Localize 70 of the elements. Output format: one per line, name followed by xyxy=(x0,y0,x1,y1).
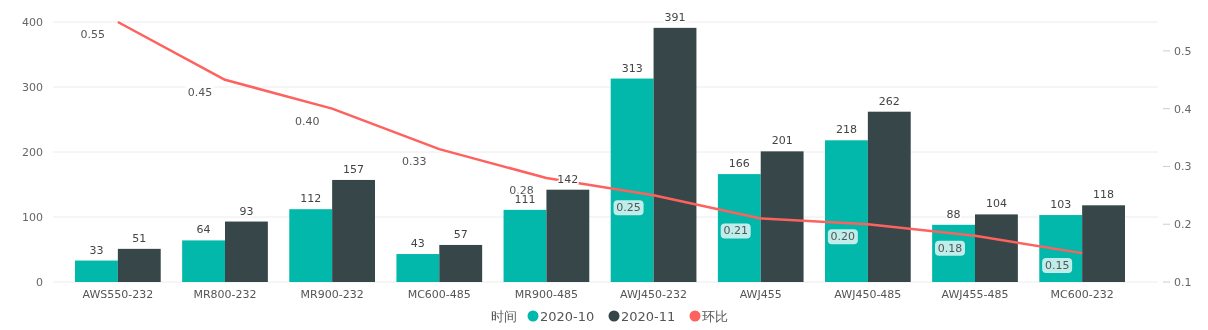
data-label: 0.40 xyxy=(294,114,320,128)
data-label: 51 xyxy=(132,231,147,245)
y2-tick-label: 0.2 xyxy=(1174,218,1192,232)
x-tick-label: AWJ455 xyxy=(739,288,782,301)
x-tick-label: AWJ450-232 xyxy=(620,288,688,301)
data-label: 313 xyxy=(621,61,643,75)
data-label: 0.45 xyxy=(187,85,213,99)
y-tick-label: 400 xyxy=(22,16,43,29)
bar xyxy=(825,140,868,282)
data-label: 43 xyxy=(410,237,425,251)
data-label: 118 xyxy=(1093,188,1115,202)
bar xyxy=(396,254,440,282)
bar xyxy=(503,209,547,282)
x-tick-label: AWJ455-485 xyxy=(941,288,1009,301)
bar xyxy=(760,151,804,282)
bar xyxy=(975,214,1018,282)
y-tick-label: 0 xyxy=(36,276,43,289)
data-label: 0.33 xyxy=(402,155,427,169)
y-tick-label: 300 xyxy=(22,81,43,94)
x-tick-label: AWJ450-485 xyxy=(834,288,902,301)
legend-label: 2020-10 xyxy=(540,309,595,324)
data-label: 103 xyxy=(1050,198,1072,212)
bar xyxy=(182,240,225,282)
legend-label: 2020-11 xyxy=(621,309,676,324)
legend-label: 环比 xyxy=(702,309,728,324)
x-tick-label: MC600-232 xyxy=(1050,288,1114,301)
y2-tick-label: 0.1 xyxy=(1174,276,1192,289)
x-tick-label: MR800-232 xyxy=(193,288,257,301)
data-label: 0.25 xyxy=(616,201,641,215)
data-label: 88 xyxy=(946,207,961,221)
x-tick-label: MC600-485 xyxy=(407,288,471,301)
bar xyxy=(546,189,590,282)
data-label: 0.20 xyxy=(830,230,856,244)
data-label: 64 xyxy=(196,223,211,237)
data-label: 33 xyxy=(89,243,104,257)
bar xyxy=(717,174,761,282)
line-series xyxy=(116,20,1084,255)
x-tick-label: MR900-485 xyxy=(514,288,578,301)
data-label: 0.55 xyxy=(80,28,106,41)
x-tick-label: AWS550-232 xyxy=(82,288,154,301)
data-label: 157 xyxy=(343,162,365,176)
data-label: 93 xyxy=(239,204,254,218)
y-tick-label: 100 xyxy=(22,211,43,224)
y-tick-label: 200 xyxy=(22,146,43,159)
bar xyxy=(867,111,911,282)
bar xyxy=(610,78,654,282)
bar xyxy=(289,209,333,282)
data-label: 0.15 xyxy=(1044,259,1070,273)
data-label: 201 xyxy=(771,134,793,148)
bar xyxy=(225,221,268,282)
legend-title: 时间 xyxy=(491,309,517,324)
y2-tick-label: 0.4 xyxy=(1174,102,1192,116)
bar xyxy=(1082,205,1125,282)
bar xyxy=(439,244,483,282)
y2-tick-label: 0.3 xyxy=(1174,160,1192,174)
data-label: 112 xyxy=(300,192,322,206)
data-label: 391 xyxy=(664,10,686,24)
data-label: 262 xyxy=(878,94,900,108)
data-label: 57 xyxy=(453,227,468,241)
data-label: 218 xyxy=(835,123,857,137)
x-tick-label: MR900-232 xyxy=(300,288,364,301)
y2-tick-label: 0.5 xyxy=(1174,44,1192,58)
bar xyxy=(653,27,697,282)
data-label: 166 xyxy=(728,157,750,171)
bar xyxy=(332,179,375,282)
data-label: 0.18 xyxy=(937,241,963,255)
bar xyxy=(75,260,118,282)
data-label: 0.21 xyxy=(723,224,748,238)
data-label: 104 xyxy=(985,197,1007,211)
bar xyxy=(117,248,161,282)
